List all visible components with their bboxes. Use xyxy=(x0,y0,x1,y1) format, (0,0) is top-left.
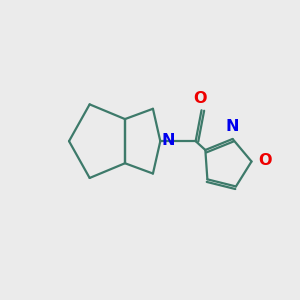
Text: N: N xyxy=(226,119,239,134)
Text: N: N xyxy=(162,133,175,148)
Text: O: O xyxy=(258,153,272,168)
Text: O: O xyxy=(193,91,207,106)
